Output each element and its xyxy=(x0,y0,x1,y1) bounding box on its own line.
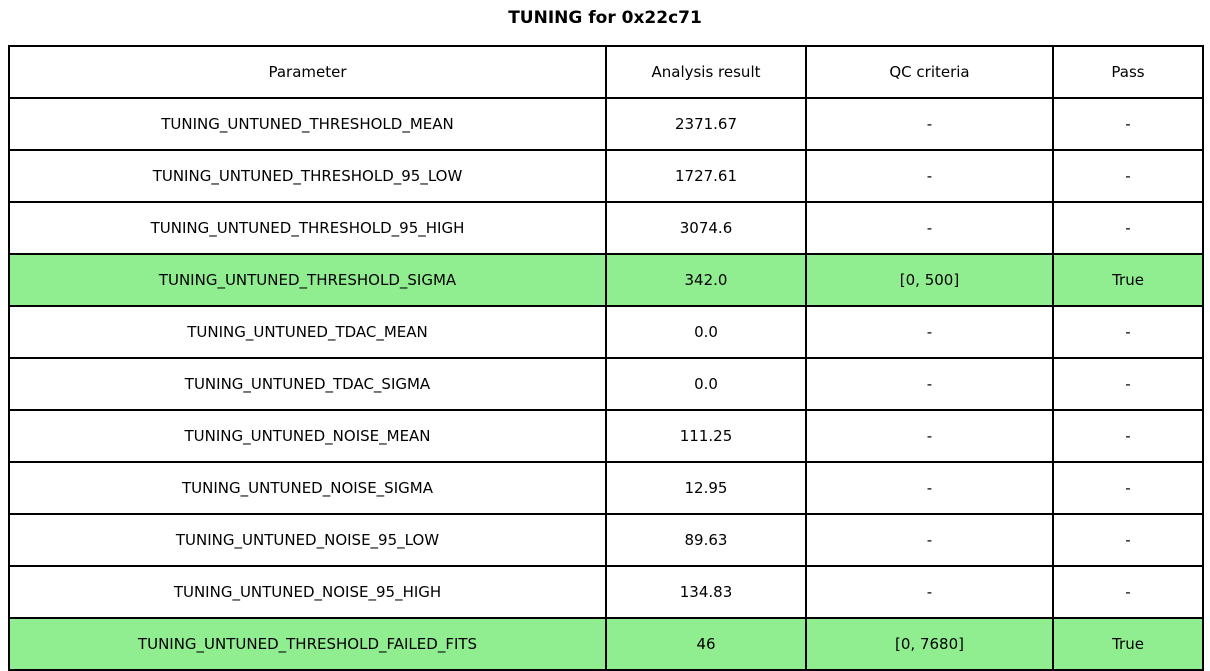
result-cell: 89.63 xyxy=(605,513,807,567)
column-header-qc-criteria: QC criteria xyxy=(805,45,1054,99)
column-header-parameter: Parameter xyxy=(8,45,607,99)
table-row: TUNING_UNTUNED_THRESHOLD_SIGMA 342.0 [0,… xyxy=(8,253,1204,307)
parameter-cell: TUNING_UNTUNED_NOISE_SIGMA xyxy=(8,461,607,515)
table-row: TUNING_UNTUNED_TDAC_MEAN 0.0 - - xyxy=(8,305,1204,359)
pass-cell: - xyxy=(1052,149,1204,203)
result-cell: 0.0 xyxy=(605,357,807,411)
pass-cell: True xyxy=(1052,617,1204,671)
qc-criteria-cell: - xyxy=(805,565,1054,619)
column-header-pass: Pass xyxy=(1052,45,1204,99)
parameter-cell: TUNING_UNTUNED_THRESHOLD_95_LOW xyxy=(8,149,607,203)
parameter-cell: TUNING_UNTUNED_TDAC_MEAN xyxy=(8,305,607,359)
pass-cell: - xyxy=(1052,461,1204,515)
result-cell: 2371.67 xyxy=(605,97,807,151)
qc-criteria-cell: - xyxy=(805,305,1054,359)
figure-title: TUNING for 0x22c71 xyxy=(508,8,702,28)
qc-criteria-cell: [0, 7680] xyxy=(805,617,1054,671)
qc-criteria-cell: - xyxy=(805,357,1054,411)
parameter-cell: TUNING_UNTUNED_THRESHOLD_SIGMA xyxy=(8,253,607,307)
table-row: TUNING_UNTUNED_NOISE_95_HIGH 134.83 - - xyxy=(8,565,1204,619)
table-row: TUNING_UNTUNED_NOISE_MEAN 111.25 - - xyxy=(8,409,1204,463)
table-row: TUNING_UNTUNED_TDAC_SIGMA 0.0 - - xyxy=(8,357,1204,411)
parameter-cell: TUNING_UNTUNED_THRESHOLD_FAILED_FITS xyxy=(8,617,607,671)
column-header-analysis-result: Analysis result xyxy=(605,45,807,99)
result-cell: 3074.6 xyxy=(605,201,807,255)
table-row: TUNING_UNTUNED_THRESHOLD_95_LOW 1727.61 … xyxy=(8,149,1204,203)
pass-cell: - xyxy=(1052,357,1204,411)
parameter-cell: TUNING_UNTUNED_NOISE_95_HIGH xyxy=(8,565,607,619)
pass-cell: - xyxy=(1052,513,1204,567)
result-cell: 12.95 xyxy=(605,461,807,515)
pass-cell: - xyxy=(1052,305,1204,359)
result-cell: 342.0 xyxy=(605,253,807,307)
qc-figure: TUNING for 0x22c71 Parameter Analysis re… xyxy=(8,8,1204,671)
pass-cell: - xyxy=(1052,97,1204,151)
parameter-cell: TUNING_UNTUNED_NOISE_MEAN xyxy=(8,409,607,463)
parameter-cell: TUNING_UNTUNED_TDAC_SIGMA xyxy=(8,357,607,411)
header-row: Parameter Analysis result QC criteria Pa… xyxy=(8,45,1204,99)
qc-criteria-cell: - xyxy=(805,201,1054,255)
parameter-cell: TUNING_UNTUNED_THRESHOLD_95_HIGH xyxy=(8,201,607,255)
qc-criteria-cell: [0, 500] xyxy=(805,253,1054,307)
result-cell: 111.25 xyxy=(605,409,807,463)
qc-criteria-cell: - xyxy=(805,461,1054,515)
qc-criteria-cell: - xyxy=(805,97,1054,151)
result-cell: 134.83 xyxy=(605,565,807,619)
qc-criteria-cell: - xyxy=(805,149,1054,203)
table-row: TUNING_UNTUNED_THRESHOLD_95_HIGH 3074.6 … xyxy=(8,201,1204,255)
table-row: TUNING_UNTUNED_THRESHOLD_FAILED_FITS 46 … xyxy=(8,617,1204,671)
parameter-cell: TUNING_UNTUNED_THRESHOLD_MEAN xyxy=(8,97,607,151)
result-cell: 0.0 xyxy=(605,305,807,359)
table-row: TUNING_UNTUNED_NOISE_95_LOW 89.63 - - xyxy=(8,513,1204,567)
result-cell: 46 xyxy=(605,617,807,671)
qc-criteria-cell: - xyxy=(805,513,1054,567)
pass-cell: - xyxy=(1052,201,1204,255)
result-cell: 1727.61 xyxy=(605,149,807,203)
qc-results-table: Parameter Analysis result QC criteria Pa… xyxy=(8,45,1204,671)
table-row: TUNING_UNTUNED_NOISE_SIGMA 12.95 - - xyxy=(8,461,1204,515)
table-row: TUNING_UNTUNED_THRESHOLD_MEAN 2371.67 - … xyxy=(8,97,1204,151)
pass-cell: - xyxy=(1052,565,1204,619)
parameter-cell: TUNING_UNTUNED_NOISE_95_LOW xyxy=(8,513,607,567)
qc-criteria-cell: - xyxy=(805,409,1054,463)
pass-cell: - xyxy=(1052,409,1204,463)
pass-cell: True xyxy=(1052,253,1204,307)
